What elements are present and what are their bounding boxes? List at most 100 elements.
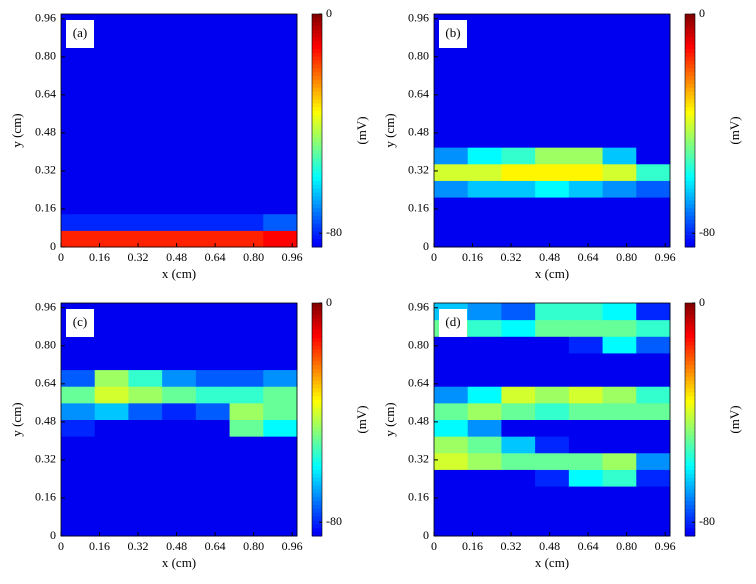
heatmap-cell	[61, 369, 96, 387]
colorbar-swatch	[685, 380, 695, 386]
heatmap-cell	[229, 147, 264, 165]
heatmap-cell	[162, 386, 197, 404]
colorbar-swatch	[312, 349, 322, 354]
x-tick-label: 0.96	[655, 250, 676, 264]
heatmap-cell	[128, 336, 163, 354]
heatmap-cell	[602, 180, 637, 198]
colorbar-swatch	[685, 334, 695, 339]
heatmap-cell	[535, 180, 570, 198]
heatmap-cell	[467, 386, 502, 404]
heatmap-cell	[602, 336, 637, 354]
colorbar-swatch	[685, 196, 695, 201]
heatmap-cell	[94, 213, 129, 231]
heatmap-cell	[535, 402, 570, 420]
heatmap-cell	[434, 163, 469, 181]
heatmap-cell	[263, 303, 298, 321]
heatmap-cell	[94, 369, 129, 387]
colorbar-swatch	[312, 303, 322, 308]
heatmap-cell	[467, 130, 502, 148]
colorbar-swatch	[312, 345, 322, 351]
colorbar-label: (mV)	[354, 116, 369, 144]
heatmap-cell	[94, 469, 129, 487]
x-tick-label: 0.96	[282, 250, 303, 264]
colorbar-swatch	[312, 469, 322, 475]
colorbar-swatch	[312, 372, 322, 378]
colorbar-swatch	[685, 173, 695, 178]
heatmap-cell	[501, 230, 536, 248]
colorbar-swatch	[685, 341, 695, 347]
heatmap-cell	[535, 469, 570, 487]
colorbar-swatch	[312, 330, 322, 335]
heatmap-cell	[568, 469, 604, 487]
heatmap-cell	[61, 352, 96, 371]
heatmap-cell	[636, 519, 671, 537]
heatmap-cell	[602, 452, 637, 470]
heatmap-cell	[162, 213, 197, 231]
heatmap-cell	[128, 386, 163, 404]
colorbar-swatch	[685, 72, 695, 77]
heatmap-cell	[467, 352, 502, 371]
y-axis-label: y (cm)	[9, 113, 24, 147]
heatmap-cell	[467, 519, 502, 537]
colorbar-swatch	[685, 149, 695, 155]
heatmap-cell	[434, 180, 469, 198]
colorbar-swatch	[685, 501, 695, 506]
heatmap-cell	[535, 352, 570, 371]
x-tick-label: 0.96	[655, 539, 676, 553]
heatmap-cell	[602, 402, 637, 420]
x-tick-label: 0	[431, 539, 437, 553]
colorbar-swatch	[312, 314, 322, 320]
y-axis-label: y (cm)	[9, 402, 24, 436]
heatmap-cell	[434, 97, 469, 115]
heatmap-cell	[94, 97, 129, 115]
colorbar-swatch	[312, 318, 322, 323]
colorbar-swatch	[312, 419, 322, 424]
heatmap-cell	[263, 402, 298, 420]
colorbar-swatch	[312, 528, 322, 533]
heatmap-cell	[229, 163, 264, 181]
heatmap-cell	[636, 180, 671, 198]
heatmap-cell	[568, 113, 604, 131]
heatmap-cell	[636, 336, 671, 354]
heatmap-cell	[162, 47, 197, 65]
colorbar-swatch	[685, 25, 695, 31]
heatmap-cell	[501, 97, 536, 115]
heatmap-cell	[636, 230, 671, 248]
heatmap-cell	[162, 30, 197, 48]
colorbar-swatch	[312, 396, 322, 401]
heatmap-cell	[229, 419, 264, 437]
colorbar-swatch	[312, 477, 322, 483]
heatmap-cell	[568, 80, 604, 98]
heatmap-cell	[568, 319, 604, 337]
y-tick-label: 0.64	[35, 87, 56, 101]
colorbar-swatch	[312, 423, 322, 428]
x-tick-label: 0	[58, 539, 64, 553]
colorbar-swatch	[685, 76, 695, 81]
heatmap-cell	[535, 303, 570, 321]
heatmap-cell	[636, 97, 671, 115]
heatmap-cell	[501, 197, 536, 215]
heatmap-cell	[128, 230, 163, 248]
heatmap-cell	[128, 352, 163, 371]
heatmap-cell	[568, 402, 604, 420]
heatmap-cell	[162, 402, 197, 420]
heatmap-cell	[467, 303, 502, 321]
colorbar-swatch	[312, 60, 322, 65]
colorbar-swatch	[312, 223, 322, 229]
colorbar-swatch	[312, 334, 322, 339]
heatmap-cell	[229, 303, 264, 321]
colorbar-swatch	[685, 45, 695, 50]
heatmap-cell	[195, 197, 231, 215]
colorbar-swatch	[312, 83, 322, 89]
heatmap-cell	[602, 130, 637, 148]
heatmap-cell	[128, 213, 163, 231]
colorbar-swatch	[685, 435, 695, 440]
y-tick-label: 0.32	[35, 163, 56, 177]
heatmap-cell	[434, 486, 469, 504]
x-tick-label: 0.48	[166, 539, 187, 553]
heatmap-cell	[229, 519, 264, 537]
colorbar-swatch	[685, 180, 695, 186]
y-tick-label: 0.80	[35, 49, 56, 63]
heatmap-cell	[263, 163, 298, 181]
heatmap-cell	[128, 436, 163, 454]
